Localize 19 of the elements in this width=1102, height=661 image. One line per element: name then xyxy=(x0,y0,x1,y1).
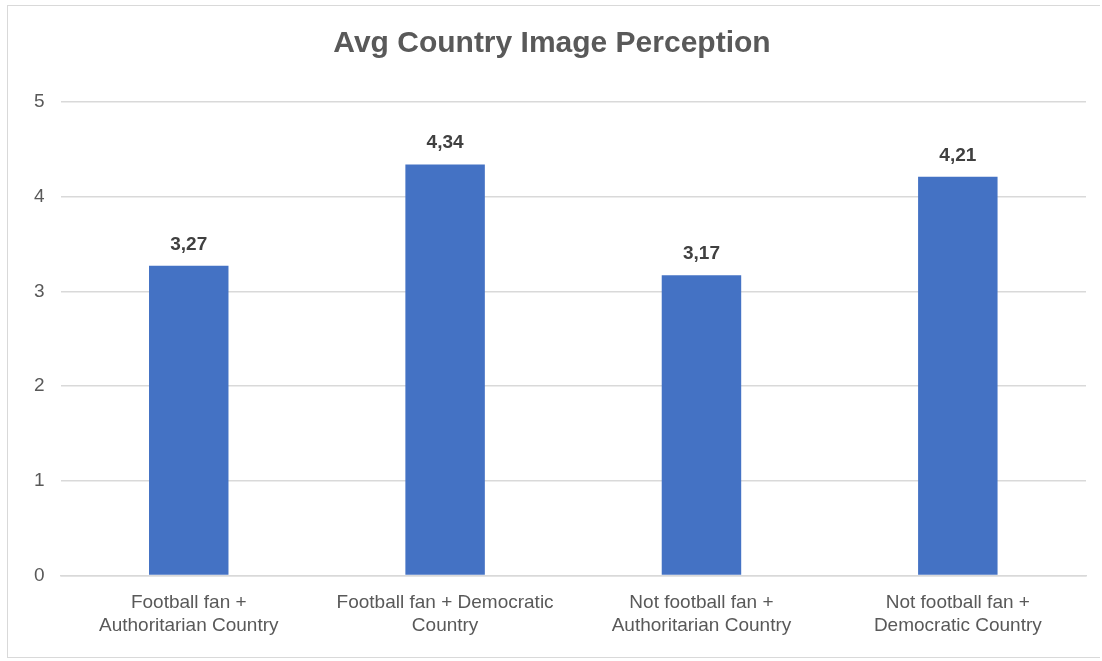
data-label: 4,34 xyxy=(426,131,465,153)
bar xyxy=(149,265,229,575)
y-tick-label: 2 xyxy=(33,374,45,396)
y-tick-label: 1 xyxy=(33,468,45,490)
x-tick-label: Football fan + Authoritarian Country xyxy=(98,591,280,635)
y-tick-label: 5 xyxy=(33,90,45,112)
bar xyxy=(405,164,485,575)
x-tick-label: Not football fan + Authoritarian Country xyxy=(611,591,792,635)
bar xyxy=(918,176,998,575)
bar xyxy=(661,275,742,575)
chart-title: Avg Country Image Perception xyxy=(333,25,771,59)
data-label: 3,17 xyxy=(682,242,720,263)
y-tick-label: 3 xyxy=(33,279,45,301)
x-tick-label: Football fan + Democratic Country xyxy=(336,591,554,635)
x-tick-label: Not football fan + Democratic Country xyxy=(873,591,1043,635)
data-label: 4,21 xyxy=(939,143,977,165)
data-label: 3,27 xyxy=(170,232,208,254)
y-tick-label: 0 xyxy=(33,563,45,585)
y-tick-label: 4 xyxy=(33,184,45,206)
